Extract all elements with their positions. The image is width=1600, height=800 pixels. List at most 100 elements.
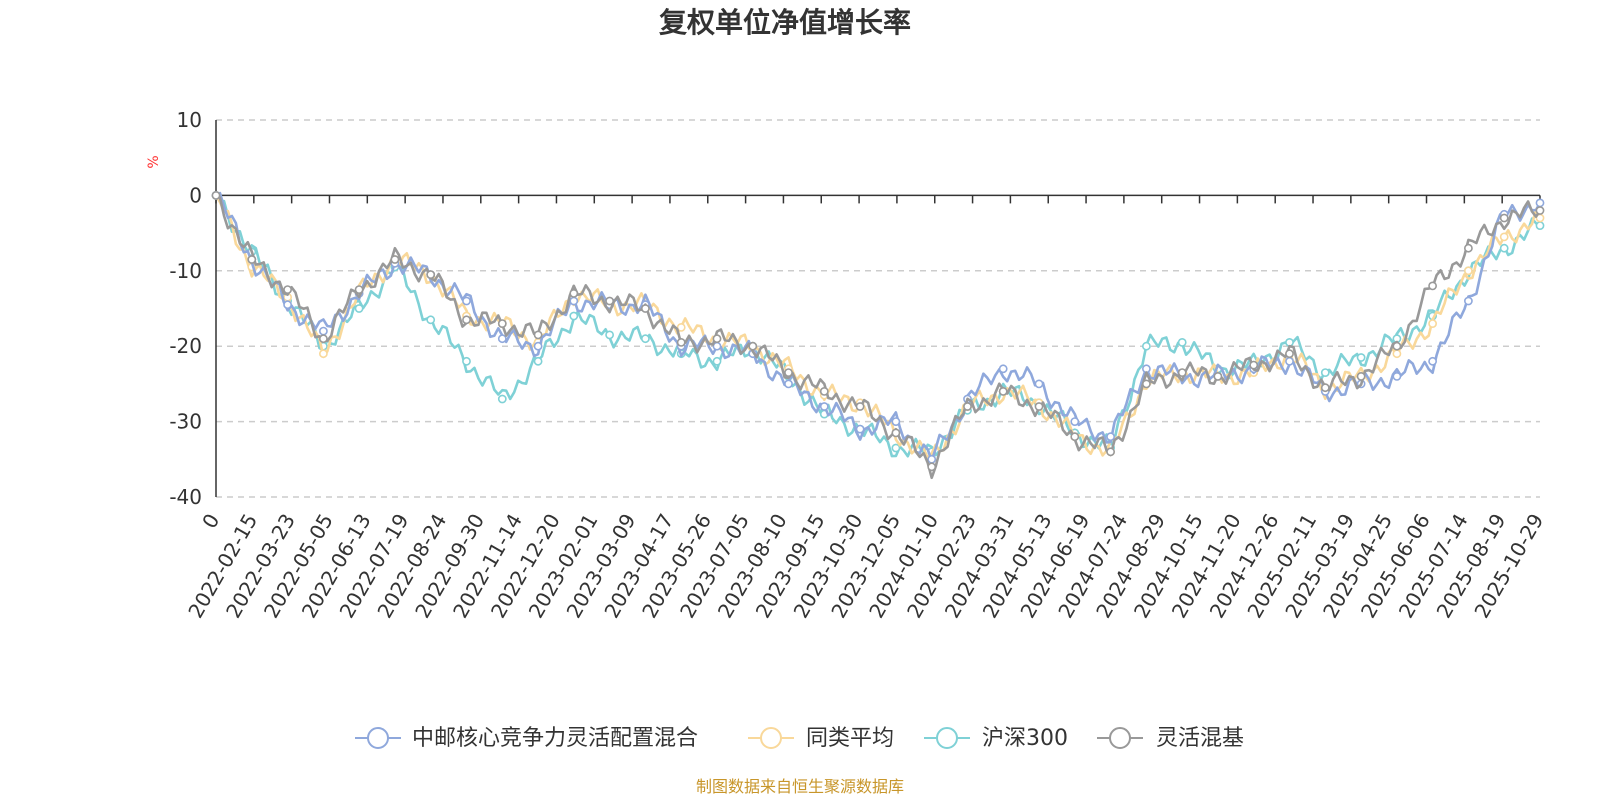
data-point-flex-fund — [211, 190, 221, 200]
data-point-fund — [1106, 432, 1115, 442]
legend-marker-peer-avg — [760, 727, 782, 749]
data-point-flex-fund — [676, 337, 686, 347]
data-point-fund — [533, 341, 543, 351]
data-point-fund — [891, 417, 901, 426]
y-tick-label: -40 — [169, 485, 202, 509]
chart-title: 复权单位净值增长率 — [659, 6, 911, 39]
data-point-fund — [283, 300, 292, 310]
grid-layer — [216, 119, 1540, 498]
data-point-flex-fund — [891, 428, 901, 438]
data-point-hs300 — [1356, 353, 1366, 362]
data-point-flex-fund — [819, 386, 829, 396]
data-point-peer-avg — [1464, 266, 1473, 276]
data-point-fund — [855, 424, 865, 434]
axis-layer: 100-10-20-30-4002022-02-152022-03-232022… — [169, 108, 1548, 622]
data-point-flex-fund — [1392, 341, 1402, 351]
data-point-peer-avg — [318, 349, 328, 359]
data-point-flex-fund — [1213, 371, 1223, 381]
legend: 中邮核心竞争力灵活配置混合 同类平均 沪深300 灵活混基 — [355, 726, 1244, 751]
data-point-flex-fund — [1034, 402, 1044, 411]
data-point-flex-fund — [390, 255, 400, 264]
x-tick-label: 0 — [197, 510, 224, 533]
data-point-fund — [569, 296, 579, 306]
data-point-flex-fund — [855, 402, 865, 411]
data-point-flex-fund — [998, 386, 1008, 396]
data-point-flex-fund — [712, 334, 722, 344]
data-point-flex-fund — [462, 315, 471, 325]
data-point-hs300 — [533, 356, 543, 366]
y-axis-unit: % — [146, 155, 162, 168]
data-point-fund — [927, 454, 937, 464]
legend-item-fund[interactable]: 中邮核心竞争力灵活配置混合 — [355, 726, 698, 751]
series-layer — [211, 190, 1545, 480]
data-point-peer-avg — [1428, 319, 1437, 328]
legend-label-hs300: 沪深300 — [982, 726, 1068, 751]
data-point-flex-fund — [748, 341, 758, 351]
legend-item-peer-avg[interactable]: 同类平均 — [748, 726, 894, 751]
data-point-fund — [497, 334, 507, 344]
data-point-fund — [1464, 296, 1473, 306]
legend-item-flex-fund[interactable]: 灵活混基 — [1097, 726, 1244, 751]
data-point-flex-fund — [1499, 213, 1509, 223]
data-point-hs300 — [605, 330, 614, 340]
data-point-peer-avg — [676, 322, 686, 332]
legend-item-hs300[interactable]: 沪深300 — [924, 726, 1068, 751]
series-line-hs300 — [214, 194, 1541, 458]
data-point-peer-avg — [1392, 349, 1402, 359]
data-point-flex-fund — [497, 319, 507, 328]
data-point-hs300 — [1142, 341, 1151, 351]
legend-label-flex-fund: 灵活混基 — [1156, 726, 1244, 751]
data-point-hs300 — [1177, 337, 1187, 347]
data-point-flex-fund — [426, 270, 436, 279]
data-point-flex-fund — [1285, 349, 1294, 359]
data-point-hs300 — [641, 334, 650, 344]
data-point-flex-fund — [1249, 360, 1259, 370]
data-point-fund — [318, 326, 328, 336]
data-point-hs300 — [1320, 368, 1330, 377]
data-point-flex-fund — [318, 334, 328, 344]
y-tick-label: 0 — [189, 183, 202, 207]
data-point-hs300 — [712, 356, 722, 366]
data-point-fund — [998, 364, 1008, 374]
legend-label-fund: 中邮核心竞争力灵活配置混合 — [412, 726, 698, 751]
data-point-hs300 — [426, 315, 436, 325]
data-point-hs300 — [1535, 221, 1545, 230]
data-point-flex-fund — [247, 255, 257, 264]
data-point-flex-fund — [605, 296, 614, 306]
data-point-fund — [819, 402, 829, 411]
data-point-flex-fund — [1535, 206, 1545, 215]
data-point-flex-fund — [784, 368, 793, 377]
data-point-flex-fund — [1177, 368, 1187, 377]
data-point-flex-fund — [927, 462, 937, 472]
data-point-flex-fund — [963, 402, 972, 411]
data-point-flex-fund — [641, 304, 650, 313]
data-point-flex-fund — [1464, 243, 1473, 253]
data-point-flex-fund — [1106, 447, 1115, 457]
data-point-hs300 — [497, 394, 507, 404]
data-point-fund — [1392, 371, 1402, 381]
data-point-peer-avg — [1499, 232, 1509, 242]
data-point-flex-fund — [1356, 371, 1366, 381]
data-point-fund — [1285, 356, 1294, 366]
data-point-fund — [784, 379, 793, 389]
data-point-flex-fund — [1320, 383, 1330, 393]
data-point-fund — [1070, 417, 1080, 426]
data-point-fund — [1535, 198, 1545, 208]
data-point-fund — [462, 296, 471, 306]
y-tick-label: -10 — [169, 259, 202, 283]
data-point-hs300 — [462, 356, 471, 366]
data-point-flex-fund — [533, 330, 543, 340]
data-point-flex-fund — [1142, 379, 1151, 389]
data-point-hs300 — [1499, 243, 1509, 253]
data-point-flex-fund — [354, 285, 364, 294]
data-point-flex-fund — [283, 285, 292, 294]
y-tick-label: 10 — [177, 108, 202, 132]
y-tick-label: -30 — [169, 410, 202, 434]
legend-marker-flex-fund — [1109, 727, 1131, 749]
data-point-fund — [1034, 379, 1044, 389]
y-tick-label: -20 — [169, 334, 202, 358]
data-point-flex-fund — [1428, 281, 1437, 291]
data-source-note: 制图数据来自恒生聚源数据库 — [696, 777, 904, 796]
data-point-hs300 — [569, 311, 579, 321]
